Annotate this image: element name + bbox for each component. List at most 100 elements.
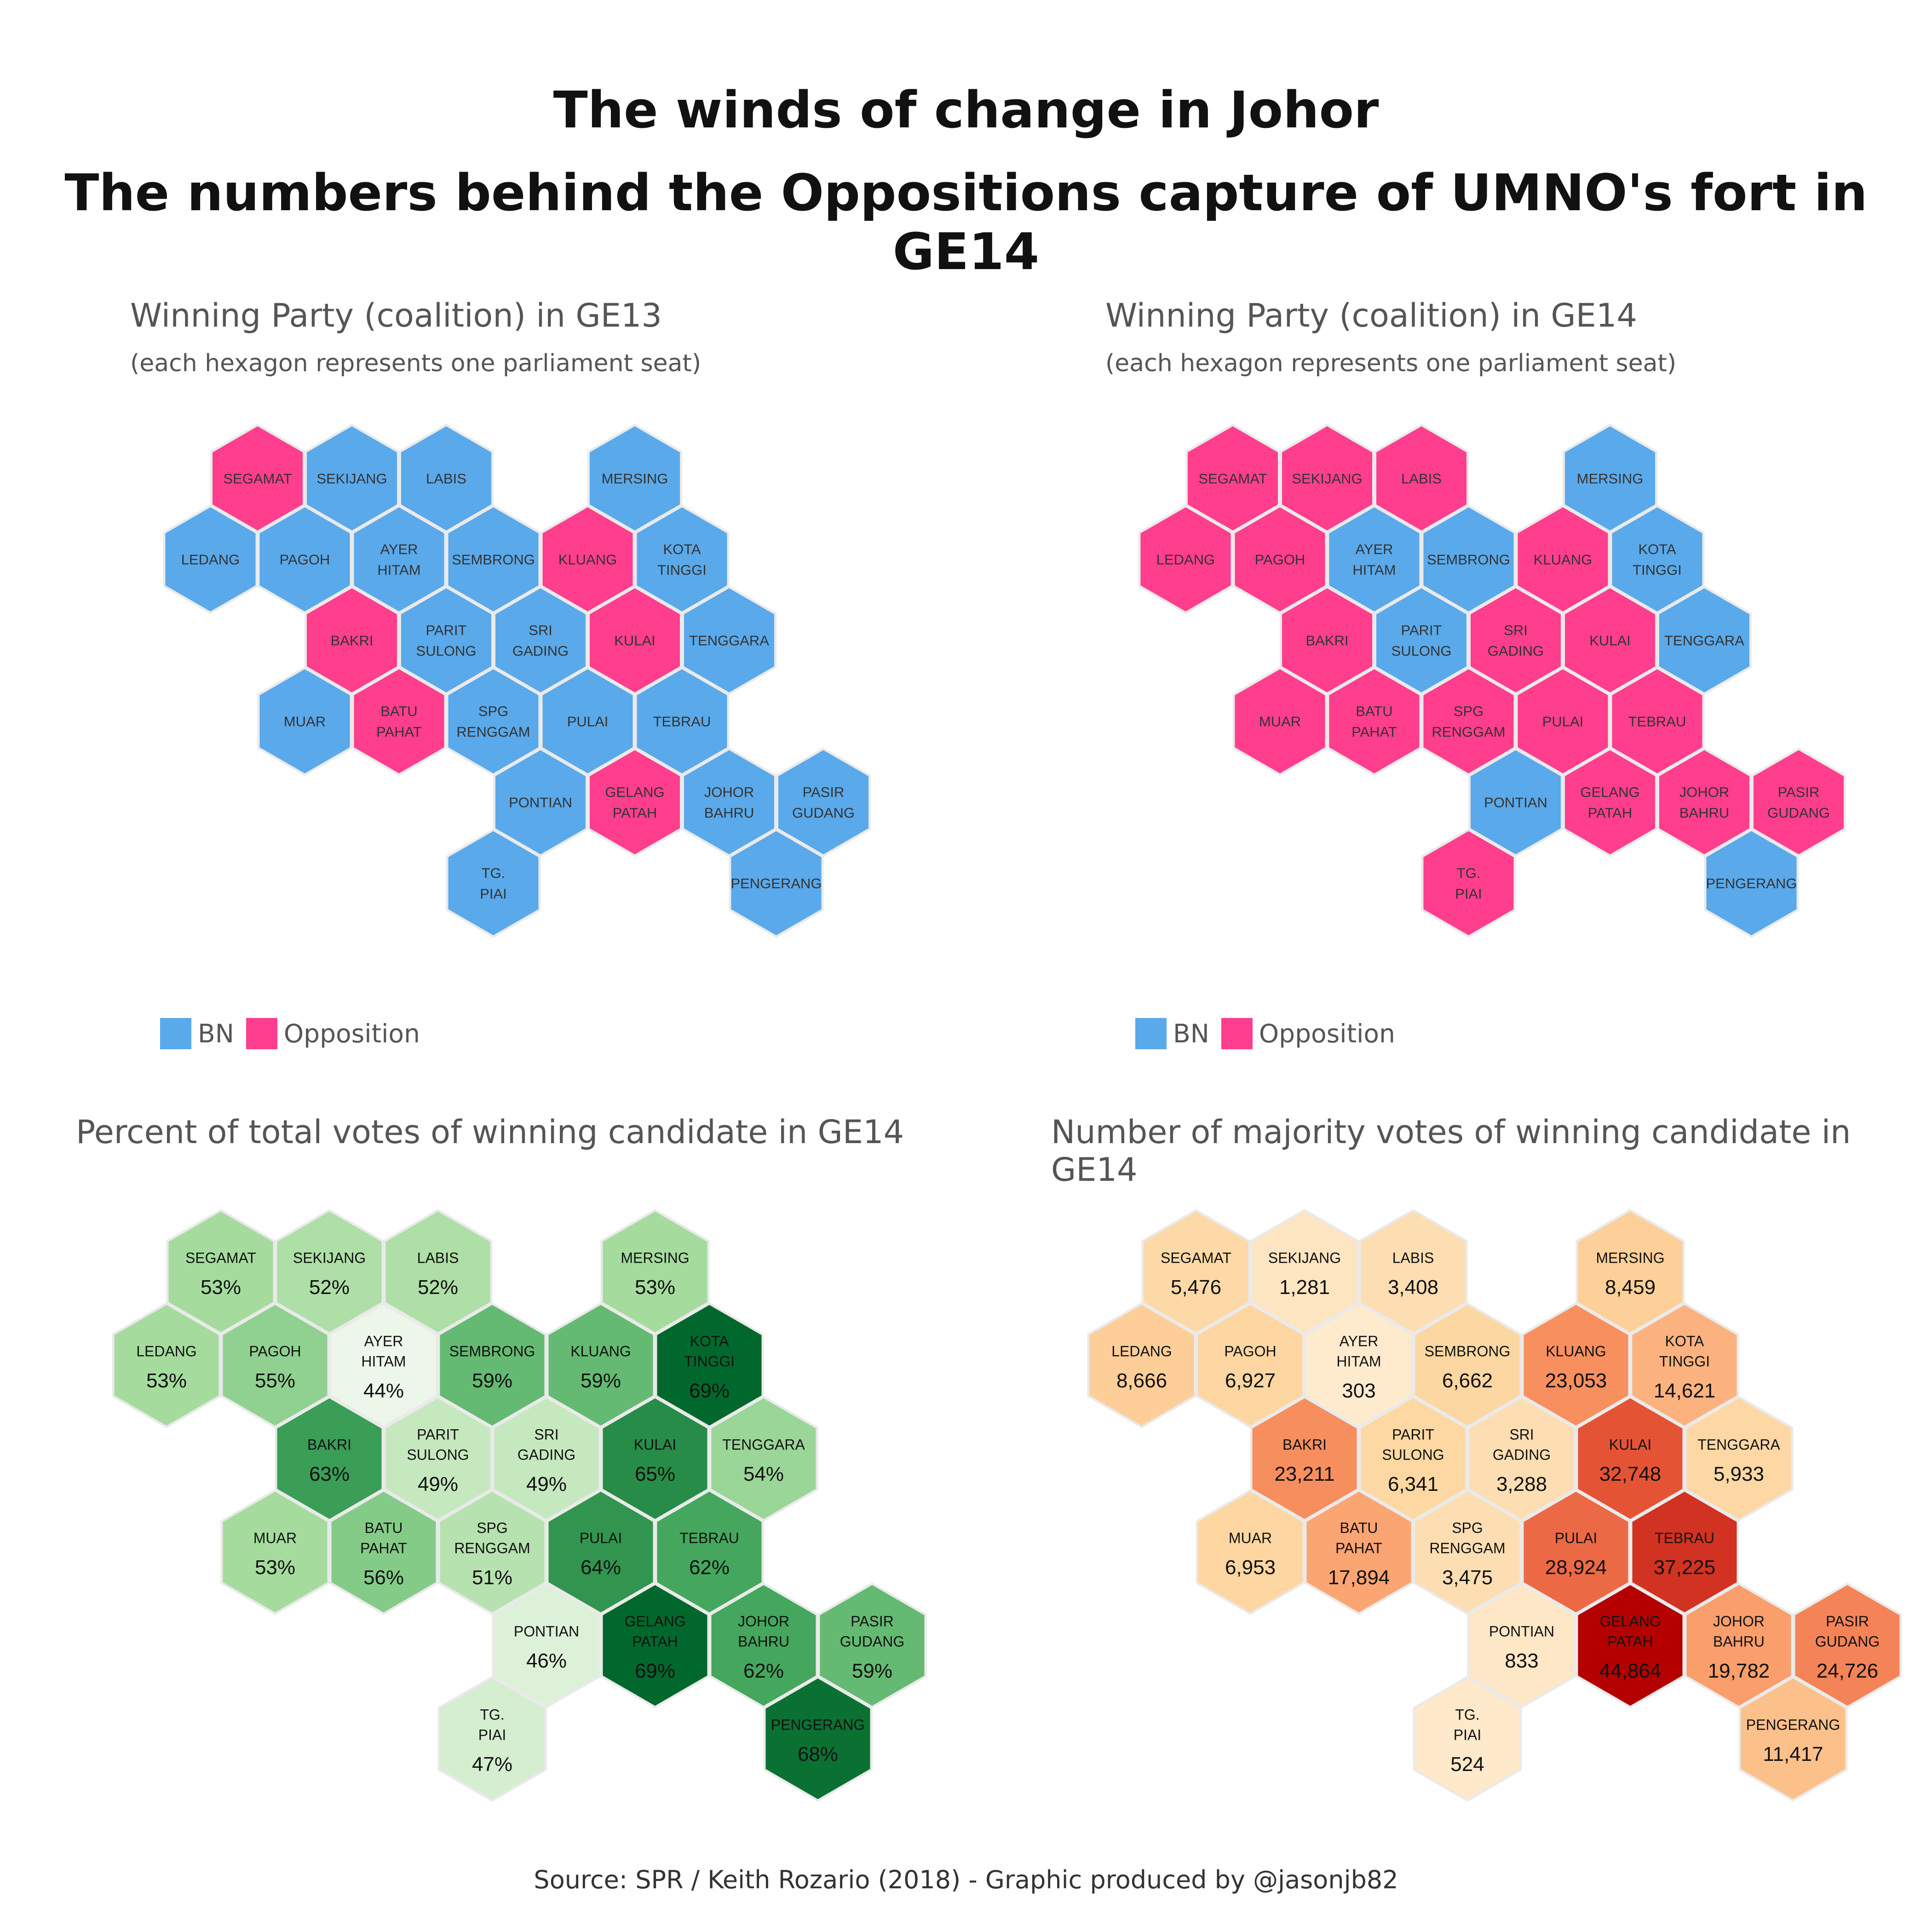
hex-label-tg-piai: PIAI <box>1454 1726 1481 1743</box>
hex-label-pasir-gudang: GUDANG <box>1767 805 1830 821</box>
hex-value-labis: 52% <box>418 1276 458 1299</box>
hex-label-tebrau: TEBRAU <box>679 1530 739 1546</box>
hex-label-gelang-patah: PATAH <box>632 1633 678 1650</box>
hex-value-ledang: 53% <box>146 1369 187 1392</box>
hex-label-pasir-gudang: GUDANG <box>840 1633 904 1650</box>
hex-label-ledang: LEDANG <box>1156 552 1215 568</box>
hex-muar <box>257 667 352 776</box>
hex-value-segamat: 5,476 <box>1171 1276 1221 1299</box>
hex-spg-renggam <box>446 667 541 776</box>
hex-value-sekijang: 52% <box>309 1276 350 1299</box>
hex-value-sembrong: 59% <box>472 1369 512 1392</box>
legend-swatch-bn <box>1135 1018 1167 1049</box>
hex-label-pontian: PONTIAN <box>514 1623 579 1639</box>
hex-label-kulai: KULAI <box>1609 1436 1651 1453</box>
hex-label-mersing: MERSING <box>1577 471 1644 487</box>
hex-gelang-patah <box>1576 1582 1685 1708</box>
hex-label-tg-piai: PIAI <box>1455 886 1482 902</box>
hex-label-tenggara: TENGGARA <box>1697 1436 1780 1453</box>
hex-tebrau <box>634 667 730 776</box>
hex-label-kota-tinggi: TINGGI <box>684 1353 735 1369</box>
hex-value-bakri: 63% <box>309 1463 350 1485</box>
hex-label-gelang-patah: PATAH <box>1588 805 1632 821</box>
hex-label-muar: MUAR <box>1229 1530 1272 1546</box>
hexmap-ge13: SEGAMAT SEKIJANG LABIS MERSING LEDANG PAGOH AY… <box>163 424 871 938</box>
hex-label-bakri: BAKRI <box>330 632 373 649</box>
hex-label-labis: LABIS <box>1392 1249 1434 1266</box>
hex-tenggara <box>682 586 776 695</box>
hex-value-ledang: 8,666 <box>1116 1369 1167 1392</box>
hex-value-pulai: 64% <box>581 1556 621 1579</box>
hex-label-kota-tinggi: KOTA <box>1665 1333 1704 1349</box>
hex-parit-sulong <box>1374 586 1469 695</box>
hex-pasir-gudang <box>1793 1582 1902 1708</box>
hex-tenggara <box>1657 586 1752 695</box>
hex-label-parit-sulong: PARIT <box>426 622 467 638</box>
hex-value-gelang-patah: 69% <box>635 1660 675 1682</box>
hex-label-sekijang: SEKIJANG <box>293 1249 366 1266</box>
hex-label-pengerang: PENGERANG <box>1706 875 1797 891</box>
hex-value-spg-renggam: 51% <box>472 1566 512 1589</box>
hex-value-batu-pahat: 17,894 <box>1328 1566 1390 1589</box>
hex-pontian <box>492 1582 601 1708</box>
hex-label-pulai: PULAI <box>567 713 609 730</box>
hex-label-tenggara: TENGGARA <box>1664 632 1744 649</box>
hex-label-spg-renggam: SPG <box>478 703 508 719</box>
hex-ledang <box>1087 1302 1196 1428</box>
hex-label-pengerang: PENGERANG <box>771 1716 865 1733</box>
hex-label-johor-bahru: BAHRU <box>704 805 754 821</box>
hex-label-pasir-gudang: PASIR <box>1778 784 1820 800</box>
hex-value-pasir-gudang: 24,726 <box>1817 1660 1879 1682</box>
hex-label-parit-sulong: SULONG <box>1392 643 1452 659</box>
hex-sekijang <box>305 424 399 533</box>
hex-value-muar: 53% <box>255 1556 295 1579</box>
hex-label-pagoh: PAGOH <box>1224 1343 1276 1359</box>
hex-muar <box>1196 1489 1305 1615</box>
hex-label-parit-sulong: PARIT <box>1392 1426 1434 1443</box>
hex-labis <box>1374 424 1469 533</box>
legend-label-bn: BN <box>1173 1019 1209 1048</box>
hex-value-kluang: 59% <box>581 1369 621 1392</box>
hex-pontian <box>1468 748 1563 857</box>
hex-ayer-hitam <box>1327 505 1422 614</box>
hex-value-segamat: 53% <box>201 1276 241 1299</box>
hex-kulai <box>600 1396 710 1522</box>
hex-value-pontian: 46% <box>526 1650 567 1672</box>
hex-label-bakri: BAKRI <box>307 1436 351 1453</box>
hex-label-batu-pahat: PAHAT <box>360 1540 407 1556</box>
hex-label-pontian: PONTIAN <box>1484 794 1547 811</box>
hex-label-kota-tinggi: TINGGI <box>657 562 707 578</box>
hex-label-tebrau: TEBRAU <box>1628 713 1686 730</box>
hex-value-kota-tinggi: 69% <box>689 1380 730 1402</box>
hex-kluang <box>1515 505 1610 614</box>
hex-label-johor-bahru: JOHOR <box>738 1613 789 1629</box>
hex-label-tenggara: TENGGARA <box>689 632 769 649</box>
hex-johor-bahru <box>682 748 776 857</box>
legend-swatch-opposition <box>246 1018 277 1049</box>
hex-ayer-hitam <box>351 505 447 614</box>
ge13-legend: BN Opposition <box>160 1018 432 1049</box>
hex-label-tg-piai: TG. <box>482 865 506 881</box>
hex-sri-gading <box>492 1396 601 1522</box>
hex-label-batu-pahat: BATU <box>380 703 417 719</box>
hex-label-ayer-hitam: AYER <box>1340 1333 1379 1349</box>
hex-tenggara <box>1684 1396 1794 1522</box>
hex-sri-gading <box>493 586 588 695</box>
hex-label-johor-bahru: BAHRU <box>1713 1633 1765 1650</box>
hex-spg-renggam <box>437 1489 547 1615</box>
hex-label-pasir-gudang: GUDANG <box>1815 1633 1880 1650</box>
hex-label-mersing: MERSING <box>1596 1249 1664 1266</box>
hex-value-kluang: 23,053 <box>1545 1369 1607 1392</box>
hex-label-gelang-patah: GELANG <box>624 1613 685 1629</box>
hex-value-kota-tinggi: 14,621 <box>1654 1380 1716 1402</box>
hex-label-tg-piai: TG. <box>1457 865 1481 881</box>
hex-tg-piai <box>437 1676 547 1802</box>
hex-kota-tinggi <box>634 505 730 614</box>
hex-pulai <box>540 667 635 776</box>
hex-label-pasir-gudang: GUDANG <box>792 805 855 821</box>
hex-tebrau <box>1610 667 1705 776</box>
hex-tebrau <box>655 1489 764 1615</box>
hex-label-pontian: PONTIAN <box>1489 1623 1554 1639</box>
legend-swatch-bn <box>160 1018 191 1049</box>
hex-value-labis: 3,408 <box>1388 1276 1438 1299</box>
